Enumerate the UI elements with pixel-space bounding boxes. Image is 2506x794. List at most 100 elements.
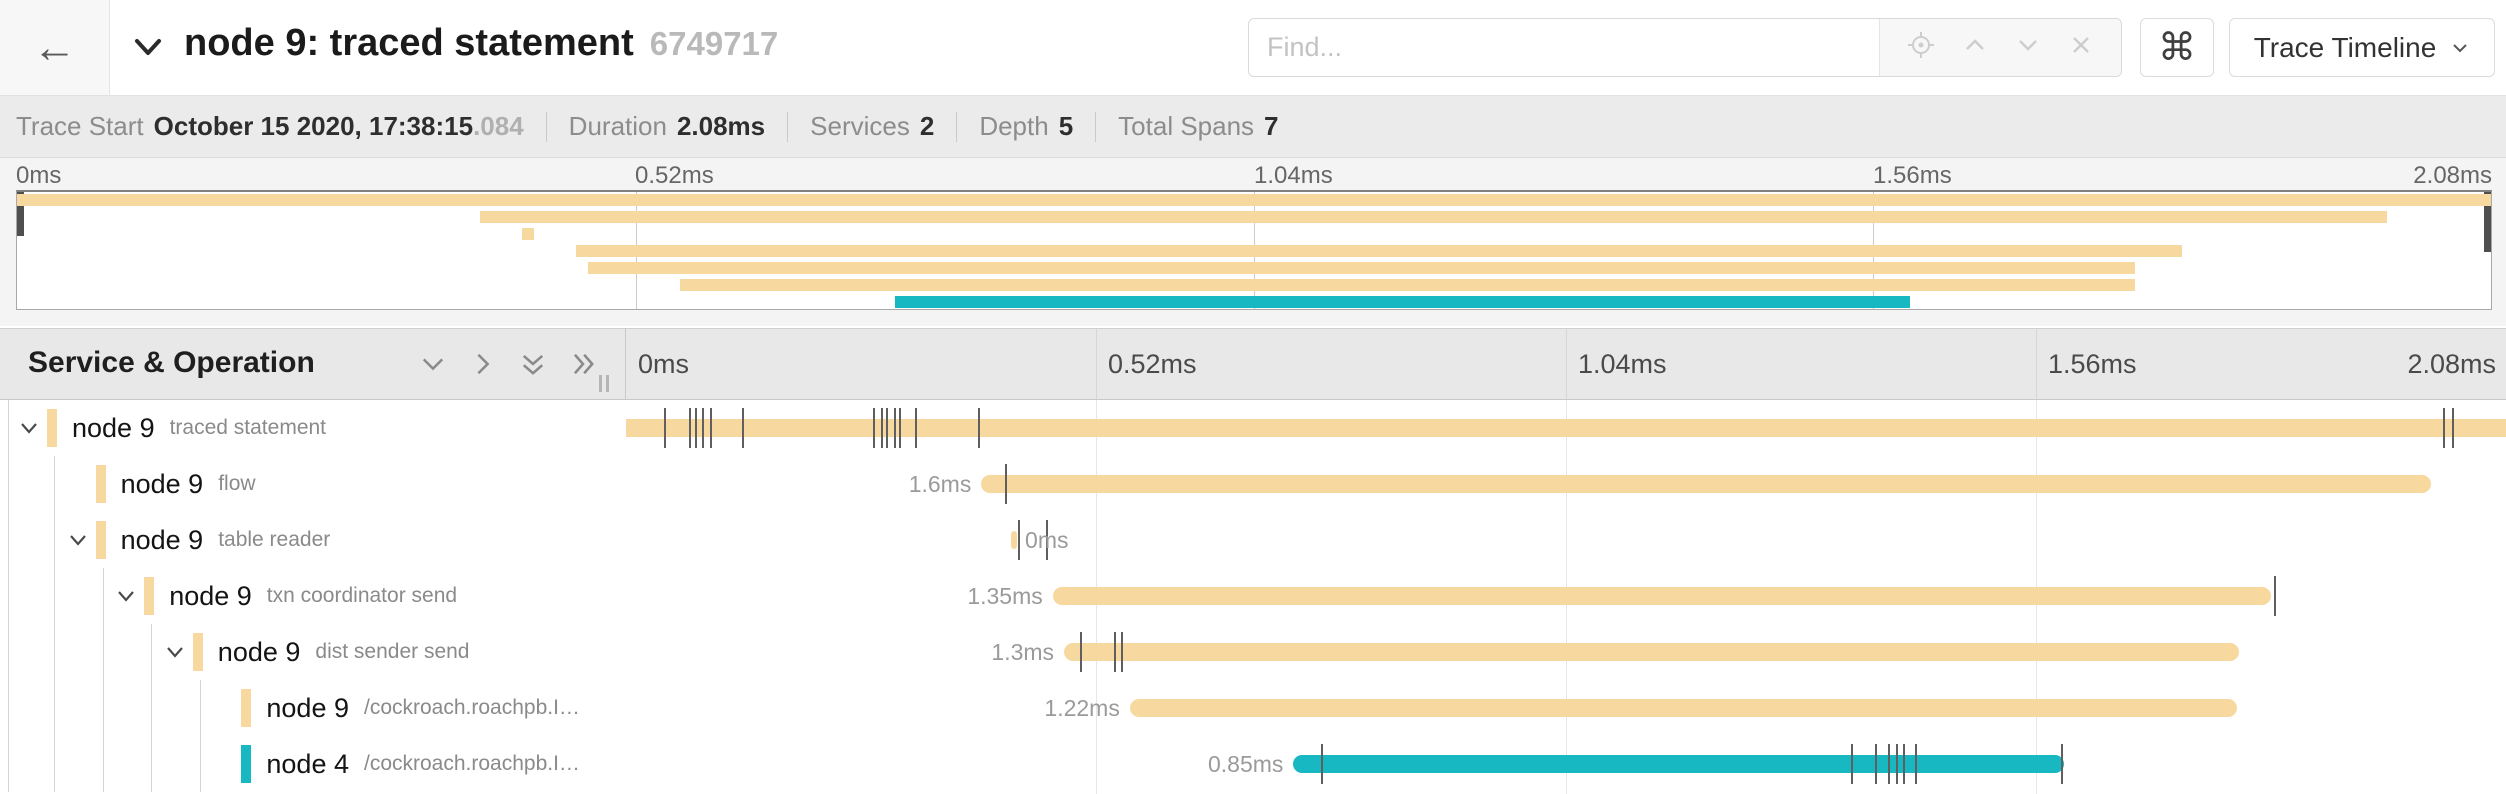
span-duration-bar[interactable] <box>1011 531 1018 549</box>
span-log-tick[interactable] <box>1914 744 1917 784</box>
span-bar-row[interactable]: 1.22ms <box>626 680 2506 736</box>
span-bar-row[interactable]: 0ms <box>626 512 2506 568</box>
span-tree-row-table-reader[interactable]: node 9 table reader <box>0 512 625 568</box>
expand-all-icon[interactable] <box>568 349 598 384</box>
span-duration-label: 1.35ms <box>967 582 1043 609</box>
tree-controls <box>418 349 598 384</box>
span-log-tick[interactable] <box>1121 632 1124 672</box>
span-log-tick[interactable] <box>694 408 697 448</box>
service-color-bar <box>241 689 252 727</box>
span-log-tick[interactable] <box>1903 744 1906 784</box>
service-color-bar <box>47 409 57 447</box>
clear-icon[interactable] <box>2067 31 2095 64</box>
axis-tick-label: 1.04ms <box>1254 162 1333 189</box>
tree-guide-line <box>54 512 55 568</box>
back-arrow-icon: ← <box>32 22 77 72</box>
minimap-canvas[interactable] <box>16 190 2492 310</box>
minimap-right-drag-handle[interactable] <box>2484 192 2491 252</box>
summary-depth: Depth 5 <box>956 111 1095 142</box>
span-log-tick[interactable] <box>2452 408 2455 448</box>
service-color-bar <box>95 465 106 503</box>
row-collapse-icon[interactable] <box>17 417 41 444</box>
span-tree-row-txn-coordinator-send[interactable]: node 9 txn coordinator send <box>0 568 625 624</box>
span-duration-bar[interactable] <box>1129 699 2238 717</box>
page-title: node 9: traced statement 6749717 <box>184 22 778 65</box>
span-log-tick[interactable] <box>893 408 896 448</box>
axis-tick-label: 0.52ms <box>1108 349 1197 379</box>
span-log-tick[interactable] <box>709 408 712 448</box>
span-log-tick[interactable] <box>1888 744 1891 784</box>
span-log-tick[interactable] <box>1113 632 1116 672</box>
minimap-left-drag-handle[interactable] <box>17 192 24 236</box>
tree-guide-line <box>8 456 9 512</box>
span-bar-row[interactable]: 0.85ms <box>626 736 2506 792</box>
span-log-tick[interactable] <box>1004 464 1007 504</box>
trace-id: 6749717 <box>649 25 779 62</box>
chevron-down-icon <box>2453 43 2467 52</box>
service-color-bar <box>192 633 203 671</box>
span-log-tick[interactable] <box>914 408 917 448</box>
next-result-icon[interactable] <box>2013 30 2043 65</box>
minimap-span <box>17 194 2491 206</box>
span-bar-row[interactable]: 1.35ms <box>626 568 2506 624</box>
span-duration-bar[interactable] <box>1293 755 2065 773</box>
locate-icon[interactable] <box>1906 30 1936 65</box>
collapse-trace-detail-icon[interactable] <box>131 32 165 67</box>
back-button[interactable]: ← <box>0 0 110 95</box>
service-color-bar <box>144 577 155 615</box>
row-collapse-icon[interactable] <box>66 529 90 556</box>
span-log-tick[interactable] <box>664 408 667 448</box>
span-log-tick[interactable] <box>1046 520 1049 560</box>
span-log-tick[interactable] <box>688 408 691 448</box>
span-bar-row[interactable]: 1.3ms <box>626 624 2506 680</box>
span-duration-label: 0ms <box>1025 526 1069 553</box>
span-log-tick[interactable] <box>1079 632 1082 672</box>
service-color-bar <box>95 521 106 559</box>
page-header: ← node 9: traced statement 6749717 <box>0 0 2506 96</box>
tree-guide-line <box>8 568 9 624</box>
ruler-gridline <box>1096 329 1097 399</box>
keyboard-shortcuts-button[interactable]: ⌘ <box>2140 18 2214 77</box>
span-bar-row[interactable]: 1.6ms <box>626 456 2506 512</box>
span-log-tick[interactable] <box>1320 744 1323 784</box>
span-log-tick[interactable] <box>886 408 889 448</box>
span-duration-bar[interactable] <box>1064 643 2240 661</box>
span-log-tick[interactable] <box>1850 744 1853 784</box>
span-log-tick[interactable] <box>2442 408 2445 448</box>
panel-resize-grip[interactable] <box>599 375 609 392</box>
span-tree-row-flow[interactable]: node 9 flow <box>0 456 625 512</box>
find-controls <box>1879 19 2121 76</box>
collapse-one-icon[interactable] <box>418 349 448 384</box>
span-tree-row-dist-sender-send[interactable]: node 9 dist sender send <box>0 624 625 680</box>
span-tree-row-node4-rpc[interactable]: node 4/cockroach.roachpb.I… <box>0 736 625 792</box>
summary-trace-start: Trace Start October 15 2020, 17:38:15 .0… <box>16 111 524 141</box>
span-log-tick[interactable] <box>702 408 705 448</box>
span-log-tick[interactable] <box>1017 520 1020 560</box>
span-tree-row-node9-rpc[interactable]: node 9/cockroach.roachpb.I… <box>0 680 625 736</box>
span-duration-bar[interactable] <box>626 419 2506 437</box>
span-log-tick[interactable] <box>978 408 981 448</box>
find-group <box>1248 18 2122 77</box>
row-collapse-icon[interactable] <box>114 585 138 612</box>
span-log-tick[interactable] <box>2061 744 2064 784</box>
row-collapse-icon[interactable] <box>163 641 187 668</box>
span-tree-row-traced-statement[interactable]: node 9 traced statement <box>0 400 625 456</box>
span-duration-bar[interactable] <box>981 475 2431 493</box>
find-input[interactable] <box>1249 19 1879 76</box>
tree-guide-line <box>199 736 201 792</box>
span-log-tick[interactable] <box>1895 744 1898 784</box>
span-bar-row[interactable] <box>626 400 2506 456</box>
span-log-tick[interactable] <box>899 408 902 448</box>
trace-view-selector[interactable]: Trace Timeline <box>2229 18 2495 77</box>
expand-one-icon[interactable] <box>468 349 498 384</box>
previous-result-icon[interactable] <box>1960 30 1990 65</box>
span-log-tick[interactable] <box>1875 744 1878 784</box>
span-duration-label: 1.3ms <box>991 638 1055 665</box>
span-log-tick[interactable] <box>741 408 744 448</box>
span-log-tick[interactable] <box>2273 576 2276 616</box>
collapse-all-icon[interactable] <box>518 349 548 384</box>
span-duration-bar[interactable] <box>1052 587 2271 605</box>
axis-tick-label: 0.52ms <box>635 162 714 189</box>
span-log-tick[interactable] <box>873 408 876 448</box>
span-log-tick[interactable] <box>880 408 883 448</box>
